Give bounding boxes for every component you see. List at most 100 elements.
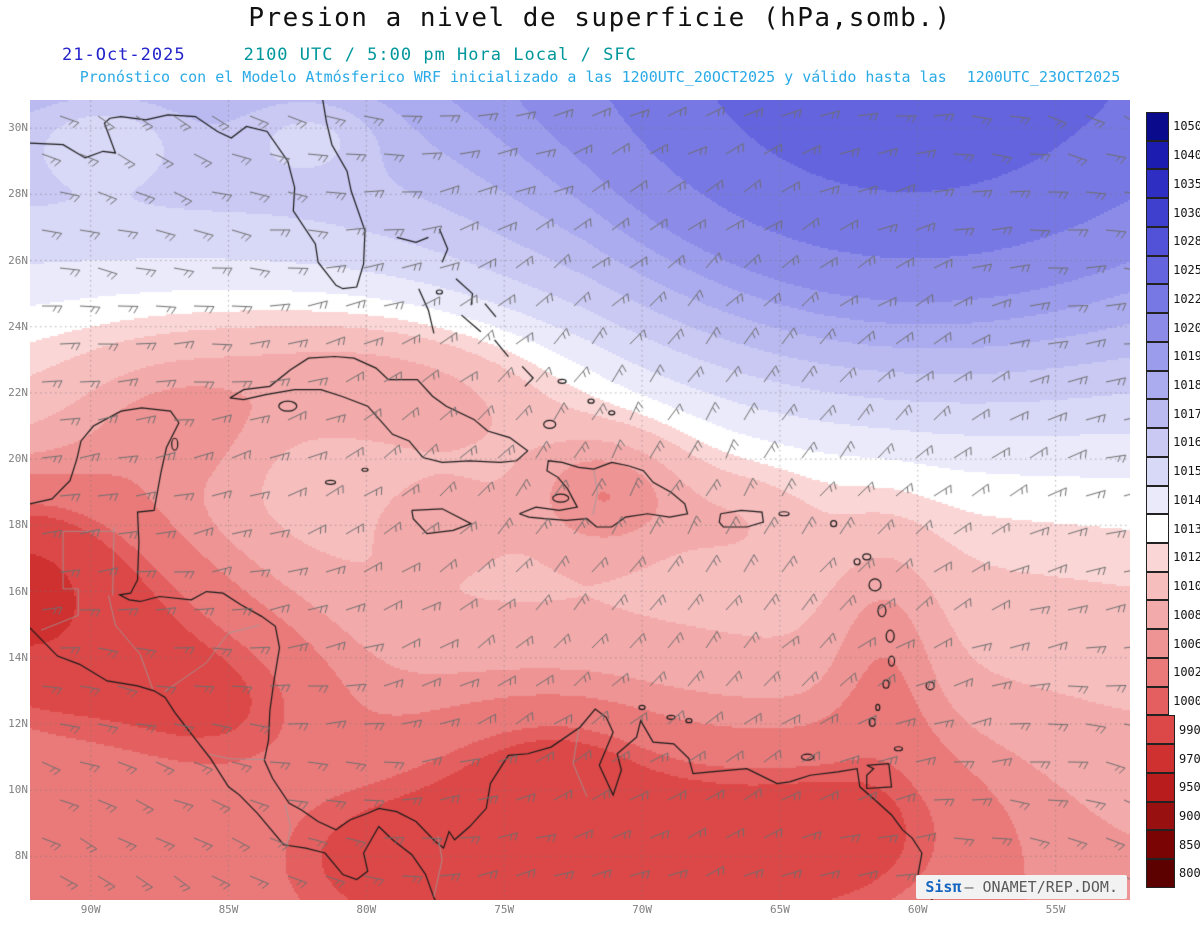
colorbar-row: 900 xyxy=(1146,801,1200,831)
lat-label: 18N xyxy=(8,518,28,532)
colorbar-value: 990 xyxy=(1179,722,1200,737)
colorbar-swatch xyxy=(1146,629,1170,658)
colorbar-value: 1015 xyxy=(1173,464,1200,479)
forecast-model-text: Pronóstico con el Modelo Atmósferico WRF… xyxy=(79,68,947,86)
colorbar-swatch xyxy=(1146,830,1175,860)
colorbar-row: 970 xyxy=(1146,744,1200,773)
colorbar-value: 1028 xyxy=(1173,234,1200,249)
colorbar-swatch xyxy=(1146,428,1170,457)
colorbar-row: 990 xyxy=(1146,715,1200,745)
lon-label: 85W xyxy=(218,903,239,916)
colorbar-row: 1040 xyxy=(1146,140,1200,170)
lon-label: 75W xyxy=(494,903,515,916)
colorbar-swatch xyxy=(1146,571,1170,601)
colorbar-value: 900 xyxy=(1179,808,1200,823)
colorbar-swatch xyxy=(1146,772,1175,802)
colorbar-row: 1013 xyxy=(1146,514,1200,544)
colorbar-row: 1006 xyxy=(1146,629,1200,658)
colorbar-value: 1016 xyxy=(1173,435,1200,450)
valid-until: 1200UTC_23OCT2025 xyxy=(966,68,1121,86)
lon-label: 80W xyxy=(356,903,377,916)
lat-label: 24N xyxy=(8,319,28,333)
header-datetime: 21-Oct-2025 2100 UTC / 5:00 pm Hora Local… xyxy=(62,45,637,65)
colorbar-swatch xyxy=(1146,715,1175,745)
colorbar-value: 1017 xyxy=(1173,406,1200,421)
colorbar-value: 1018 xyxy=(1173,377,1200,392)
colorbar-row: 1008 xyxy=(1146,600,1200,630)
colorbar-row: 1002 xyxy=(1146,657,1200,687)
colorbar-value: 1020 xyxy=(1173,320,1200,335)
colorbar-value: 950 xyxy=(1179,780,1200,795)
colorbar-legend: 1050 1040 1035 1030 1028 1025 1022 1020 1019 1018… xyxy=(1146,112,1200,888)
colorbar-value: 1006 xyxy=(1173,636,1200,651)
colorbar-value: 1022 xyxy=(1173,291,1200,306)
colorbar-row: 1050 xyxy=(1146,112,1200,141)
colorbar-swatch xyxy=(1146,140,1170,170)
colorbar-swatch xyxy=(1146,543,1170,572)
lat-label: 30N xyxy=(8,121,28,135)
colorbar-value: 1040 xyxy=(1173,148,1200,163)
lat-label: 12N xyxy=(8,716,28,730)
brand-sispi: Sisπ xyxy=(925,878,962,896)
lon-label: 60W xyxy=(907,903,928,916)
colorbar-value: 850 xyxy=(1179,837,1200,852)
colorbar-row: 950 xyxy=(1146,772,1200,802)
colorbar-swatch xyxy=(1146,112,1170,141)
page-title: Presion a nivel de superficie (hPa,somb.… xyxy=(248,3,952,33)
colorbar-row: 800 xyxy=(1146,859,1200,888)
lat-label: 8N xyxy=(14,849,28,863)
colorbar-value: 800 xyxy=(1179,866,1200,881)
pressure-map-canvas xyxy=(30,100,1130,900)
colorbar-row: 1015 xyxy=(1146,456,1200,486)
colorbar-swatch xyxy=(1146,255,1170,285)
colorbar-row: 1000 xyxy=(1146,686,1200,716)
colorbar-swatch xyxy=(1146,600,1170,630)
map-area xyxy=(30,100,1130,900)
colorbar-value: 1019 xyxy=(1173,349,1200,364)
colorbar-swatch xyxy=(1146,226,1170,256)
colorbar-value: 1035 xyxy=(1173,176,1200,191)
lon-label: 70W xyxy=(632,903,652,916)
colorbar-row: 1014 xyxy=(1146,485,1200,515)
colorbar-swatch xyxy=(1146,456,1170,486)
colorbar-row: 1030 xyxy=(1146,198,1200,227)
lat-label: 14N xyxy=(8,650,28,664)
watermark-text: – ONAMET/REP.DOM. xyxy=(964,878,1118,896)
colorbar-row: 1010 xyxy=(1146,571,1200,601)
colorbar-value: 970 xyxy=(1179,751,1200,766)
colorbar-row: 1018 xyxy=(1146,370,1200,400)
forecast-date: 21-Oct-2025 xyxy=(62,45,186,65)
forecast-model-line: Pronóstico con el Modelo Atmósferico WRF… xyxy=(0,68,1200,86)
colorbar-row: 1016 xyxy=(1146,428,1200,457)
colorbar-value: 1030 xyxy=(1173,205,1200,220)
colorbar-value: 1000 xyxy=(1173,694,1200,709)
lat-label: 20N xyxy=(8,452,28,466)
colorbar-swatch xyxy=(1146,284,1170,314)
colorbar-swatch xyxy=(1146,485,1170,515)
colorbar-row: 1035 xyxy=(1146,169,1200,199)
colorbar-row: 850 xyxy=(1146,830,1200,860)
colorbar-row: 1028 xyxy=(1146,226,1200,256)
colorbar-swatch xyxy=(1146,514,1170,544)
colorbar-row: 1020 xyxy=(1146,313,1200,342)
lat-label: 16N xyxy=(8,584,28,598)
forecast-time: 2100 UTC / 5:00 pm Hora Local / SFC xyxy=(243,45,637,65)
lon-label: 55W xyxy=(1045,903,1066,916)
colorbar-swatch xyxy=(1146,399,1170,429)
colorbar-value: 1008 xyxy=(1173,607,1200,622)
colorbar-value: 1013 xyxy=(1173,521,1200,536)
colorbar-value: 1050 xyxy=(1173,119,1200,134)
colorbar-swatch xyxy=(1146,859,1175,888)
lat-label: 26N xyxy=(8,253,28,267)
colorbar-swatch xyxy=(1146,801,1175,831)
colorbar-row: 1019 xyxy=(1146,341,1200,371)
colorbar-row: 1025 xyxy=(1146,255,1200,285)
colorbar-swatch xyxy=(1146,198,1170,227)
colorbar-value: 1025 xyxy=(1173,263,1200,278)
colorbar-swatch xyxy=(1146,370,1170,400)
colorbar-swatch xyxy=(1146,169,1170,199)
watermark: Sisπ – ONAMET/REP.DOM. xyxy=(916,875,1127,899)
lat-label: 10N xyxy=(8,783,28,797)
lon-label: 65W xyxy=(769,903,790,916)
